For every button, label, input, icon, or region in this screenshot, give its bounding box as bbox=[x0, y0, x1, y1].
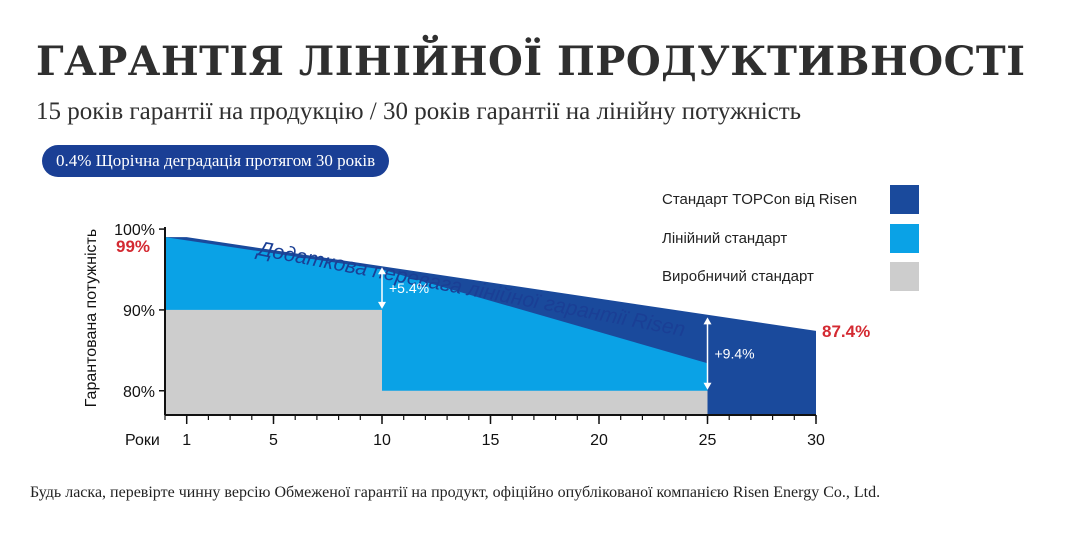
x-tick-label: 15 bbox=[482, 432, 500, 449]
gap-2-arrow-head-down bbox=[703, 382, 712, 390]
x-tick-label: 1 bbox=[182, 432, 191, 449]
gap-2-label: +9.4% bbox=[715, 346, 755, 362]
end-value-label: 87.4% bbox=[822, 322, 870, 341]
legend-label-linear: Лінійний стандарт bbox=[662, 230, 787, 247]
x-tick-label: 30 bbox=[807, 432, 825, 449]
legend-swatch-linear bbox=[890, 224, 919, 253]
x-tick-label: 20 bbox=[590, 432, 608, 449]
x-tick-label: 10 bbox=[373, 432, 391, 449]
industry-standard-area bbox=[165, 309, 708, 415]
legend-label-industry: Виробничий стандарт bbox=[662, 268, 814, 285]
gap-1-label: +5.4% bbox=[389, 280, 429, 296]
legend-label-risen: Стандарт TOPCon від Risen bbox=[662, 191, 857, 208]
x-tick-label: 25 bbox=[699, 432, 717, 449]
start-value-label: 99% bbox=[116, 237, 150, 256]
x-tick-label: 5 bbox=[269, 432, 278, 449]
y-tick-label: 100% bbox=[114, 222, 155, 239]
y-tick-label: 80% bbox=[123, 384, 155, 401]
legend-swatch-industry bbox=[890, 262, 919, 291]
legend-swatch-risen bbox=[890, 185, 919, 214]
y-tick-label: 90% bbox=[123, 303, 155, 320]
y-axis-label: Гарантована потужність bbox=[83, 229, 100, 407]
degradation-badge: 0.4% Щорічна деградація протягом 30 рокі… bbox=[42, 145, 390, 177]
page-title: ГАРАНТІЯ ЛІНІЙНОЇ ПРОДУКТИВНОСТІ bbox=[36, 38, 1026, 85]
footnote: Будь ласка, перевірте чинну версію Обмеж… bbox=[30, 484, 881, 501]
gap-1-arrow-head-up bbox=[378, 267, 386, 275]
gap-2-arrow-head-up bbox=[703, 317, 712, 325]
gap-1-arrow-head-down bbox=[378, 301, 386, 309]
x-axis-label: Роки bbox=[125, 432, 160, 449]
page-subtitle: 15 років гарантії на продукцію / 30 рокі… bbox=[36, 98, 802, 125]
